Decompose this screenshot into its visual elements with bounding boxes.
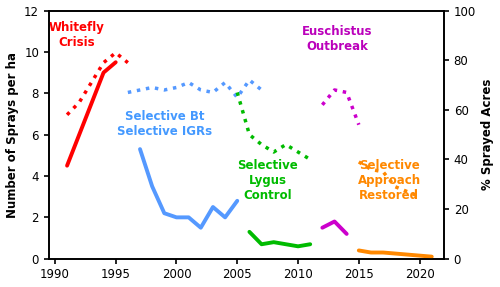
Y-axis label: % Sprayed Acres: % Sprayed Acres: [482, 79, 494, 190]
Text: Selective Bt
Selective IGRs: Selective Bt Selective IGRs: [117, 110, 212, 138]
Text: Selective
Lygus
Control: Selective Lygus Control: [238, 159, 298, 202]
Y-axis label: Number of Sprays per ha: Number of Sprays per ha: [6, 52, 18, 218]
Text: Selective
Approach
Restored: Selective Approach Restored: [358, 159, 421, 202]
Text: Euschistus
Outbreak: Euschistus Outbreak: [302, 25, 372, 53]
Text: Whitefly
Crisis: Whitefly Crisis: [49, 21, 104, 49]
